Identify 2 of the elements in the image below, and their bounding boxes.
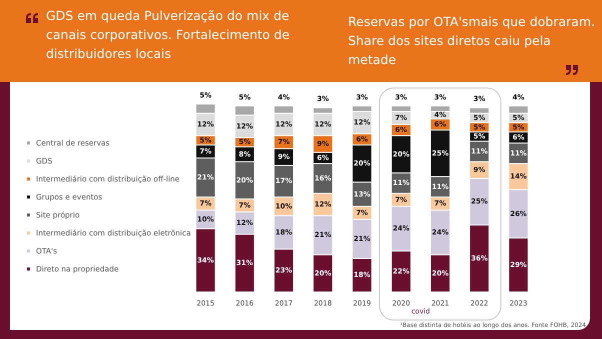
chart-title: GDS em queda Pulverização do mix de canais corporativos. Fortalecimento de distribuidores locais bbox=[46, 7, 291, 63]
chart-subtitle: Reservas por OTA'smais que dobraram. Share dos sites diretos caiu pela metade bbox=[348, 13, 596, 69]
